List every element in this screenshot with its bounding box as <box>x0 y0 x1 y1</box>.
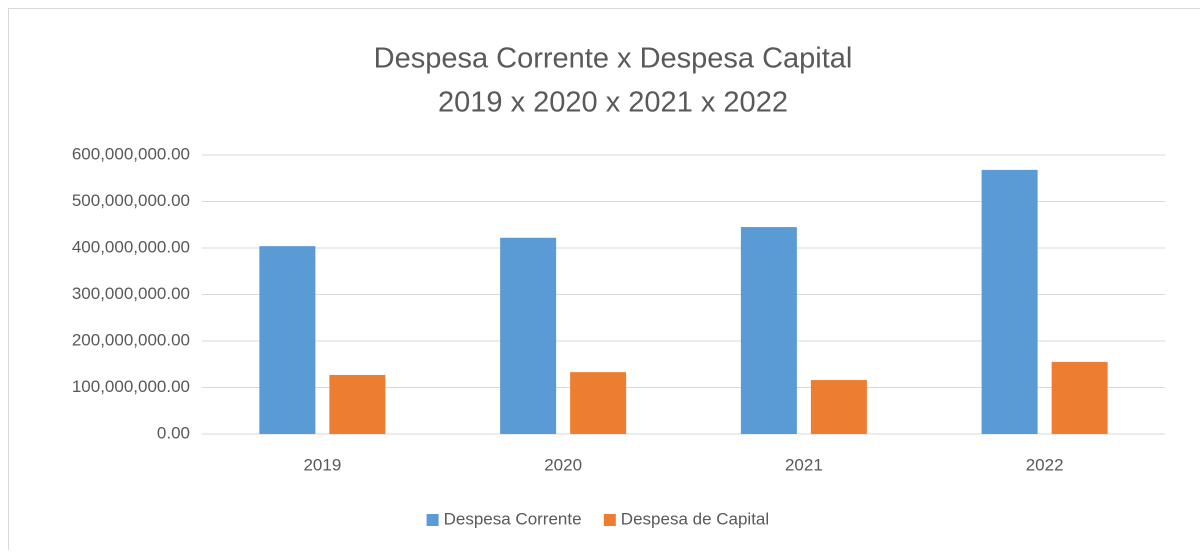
chart-title: Despesa Corrente x Despesa Capital <box>374 43 853 75</box>
y-tick-label: 600,000,000.00 <box>72 144 190 163</box>
bar <box>329 375 385 434</box>
x-tick-label: 2019 <box>303 455 341 474</box>
x-tick-label: 2022 <box>1026 455 1064 474</box>
y-tick-label: 400,000,000.00 <box>72 237 190 256</box>
y-tick-label: 500,000,000.00 <box>72 191 190 210</box>
legend-label: Despesa de Capital <box>621 509 769 528</box>
x-tick-label: 2021 <box>785 455 823 474</box>
y-tick-label: 0.00 <box>157 423 190 442</box>
bar <box>570 372 626 434</box>
bar <box>500 238 556 434</box>
bar <box>982 170 1038 434</box>
bar <box>741 227 797 434</box>
bar <box>259 246 315 434</box>
legend-swatch <box>604 514 616 526</box>
x-tick-label: 2020 <box>544 455 582 474</box>
bar <box>811 380 867 434</box>
y-tick-label: 100,000,000.00 <box>72 377 190 396</box>
chart-subtitle: 2019 x 2020 x 2021 x 2022 <box>438 87 788 119</box>
bar <box>1052 362 1108 434</box>
y-tick-label: 200,000,000.00 <box>72 330 190 349</box>
legend-swatch <box>427 514 439 526</box>
legend-label: Despesa Corrente <box>444 509 582 528</box>
y-tick-label: 300,000,000.00 <box>72 284 190 303</box>
